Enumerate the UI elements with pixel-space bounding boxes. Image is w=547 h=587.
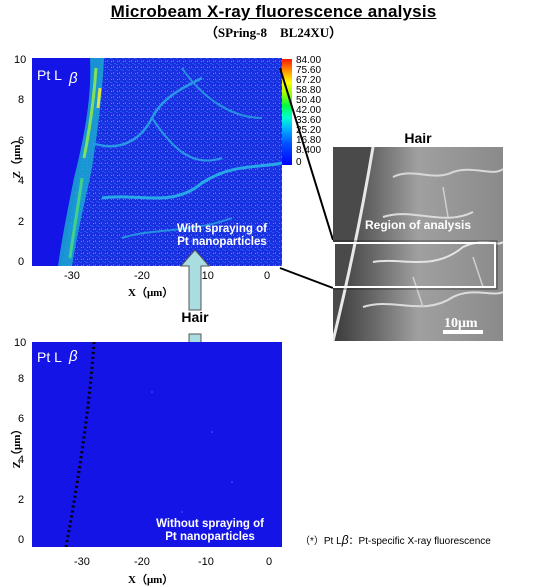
top-element-label-sub: β [69, 70, 78, 87]
sem-scale-label: 10μm [444, 316, 478, 331]
footnote-text: ：Pt-specific X-ray fluorescence [348, 536, 491, 547]
colorbar-label: 50.40 [296, 95, 322, 106]
top-plot: Z（μm） 10 8 6 4 2 0 Pt L β [0, 48, 330, 299]
bottom-y-tick: 10 [14, 337, 27, 349]
top-y-tick: 10 [14, 54, 27, 66]
bottom-x-tick: -20 [134, 556, 150, 568]
footnote-prefix: （*）Pt L [300, 536, 342, 547]
footnote-sub: β [341, 533, 349, 547]
svg-text:Pt L: Pt L [37, 349, 62, 365]
footnote: （*）Pt Lβ：Pt-specific X-ray fluorescence [300, 532, 491, 547]
top-x-tick: 0 [264, 270, 271, 282]
colorbar-gradient [282, 59, 292, 165]
colorbar-label: 84.00 [296, 55, 322, 66]
top-y-tick: 2 [18, 216, 25, 228]
top-element-label: Pt L [37, 67, 62, 83]
sem-image [333, 147, 503, 341]
colorbar-label: 0 [296, 157, 302, 168]
bottom-annotation-line2: Pt nanoparticles [165, 531, 255, 543]
colorbar-label: 16.80 [296, 135, 322, 146]
top-x-tick: -30 [64, 270, 80, 282]
page-subtitle: （SPring-8 BL24XU） [204, 25, 343, 40]
bottom-x-tick: -10 [198, 556, 214, 568]
colorbar-label: 75.60 [296, 65, 322, 76]
top-annotation-line1: With spraying of [177, 223, 267, 235]
top-fluorescence-map: Pt L [32, 58, 282, 266]
bottom-plot: Z（μm） 10 8 6 4 2 0 Pt L β Without sprayi… [0, 334, 300, 587]
colorbar-label: 42.00 [296, 105, 322, 116]
bottom-x-axis-label: X（μm） [128, 574, 174, 586]
bottom-y-tick: 8 [18, 373, 25, 385]
colorbar: 84.00 75.60 67.20 58.80 50.40 42.00 33.6… [282, 55, 342, 177]
top-x-tick: -10 [198, 270, 214, 282]
colorbar-label: 8.400 [296, 145, 322, 156]
colorbar-label: 67.20 [296, 75, 322, 86]
bottom-y-tick: 0 [18, 534, 25, 546]
colorbar-label: 25.20 [296, 125, 322, 136]
bottom-fluorescence-map: Pt L [32, 342, 282, 547]
bottom-x-tick: 0 [266, 556, 273, 568]
top-annotation-line2: Pt nanoparticles [177, 236, 267, 248]
bottom-annotation-line1: Without spraying of [156, 518, 264, 530]
sem-title: Hair [404, 130, 432, 146]
top-x-tick: -20 [134, 270, 150, 282]
hair-arrow-label: Hair [181, 309, 209, 325]
bottom-element-label-sub: β [69, 348, 78, 365]
bottom-y-tick: 4 [18, 454, 25, 466]
sem-region-label: Region of analysis [365, 218, 472, 232]
bottom-y-tick: 6 [18, 413, 25, 425]
colorbar-label: 58.80 [296, 85, 322, 96]
top-x-axis-label: X（μm） [128, 287, 174, 299]
top-y-tick: 0 [18, 256, 25, 268]
top-y-tick: 4 [18, 175, 25, 187]
bottom-x-tick: -30 [74, 556, 90, 568]
top-y-tick: 8 [18, 94, 25, 106]
bottom-y-tick: 2 [18, 494, 25, 506]
top-y-tick: 6 [18, 135, 25, 147]
bottom-y-axis-label: Z（μm） [11, 423, 23, 469]
colorbar-label: 33.60 [296, 115, 322, 126]
page-title: Microbeam X-ray fluorescence analysis [110, 2, 437, 21]
